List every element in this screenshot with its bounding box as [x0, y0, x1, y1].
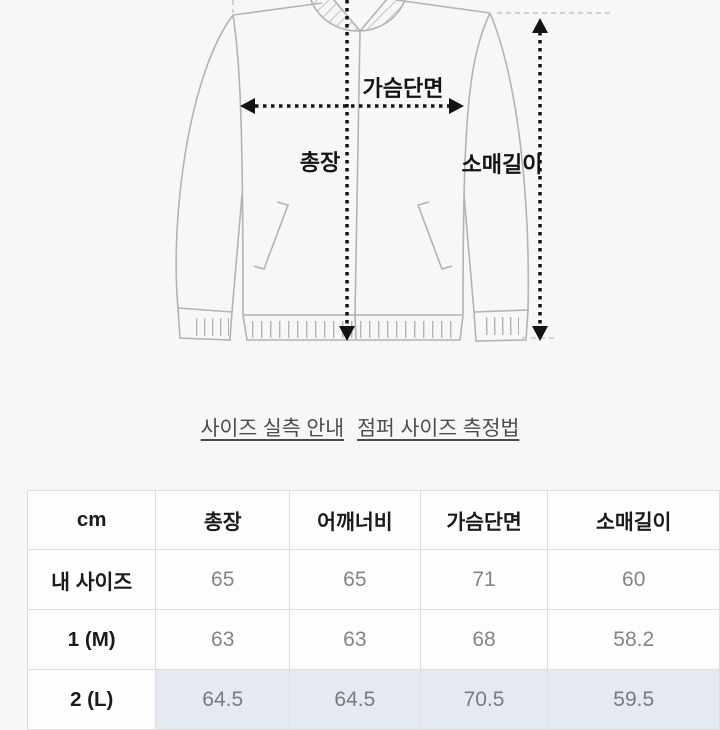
row-label-size-l: 2 (L) [26, 669, 157, 730]
sleeve-measure-arrow [532, 18, 548, 341]
jacket-outline [175, 0, 530, 342]
cell-value: 63 [289, 609, 421, 670]
size-table: cm 총장 어깨너비 가슴단면 소매길이 내 사이즈 65 65 71 60 1… [26, 490, 720, 730]
jumper-measure-method-link[interactable]: 점퍼 사이즈 측정법 [357, 417, 520, 440]
left-pocket-line [253, 201, 290, 270]
cell-value: 68 [419, 609, 549, 670]
row-label-my-size: 내 사이즈 [26, 549, 157, 610]
sleeve-measure-label: 소매길이 [462, 152, 543, 177]
cell-value: 65 [289, 549, 421, 610]
right-pocket-line [416, 201, 453, 270]
cell-value: 58.2 [547, 609, 720, 670]
size-guide-links: 사이즈 실측 안내 점퍼 사이즈 측정법 [0, 416, 720, 442]
size-measure-guide-link[interactable]: 사이즈 실측 안내 [200, 417, 345, 440]
table-row-size-l-highlighted: 2 (L) 64.5 64.5 70.5 59.5 [26, 669, 720, 730]
cell-value: 63 [155, 609, 291, 670]
cell-value: 64.5 [155, 669, 291, 730]
length-measure-label: 총장 [300, 150, 340, 175]
cell-value: 65 [155, 549, 291, 610]
cell-value: 70.5 [419, 669, 549, 730]
length-measure-arrow [339, 0, 355, 341]
collar-shape [310, 0, 406, 32]
cell-value: 59.5 [547, 669, 720, 730]
cell-value: 71 [419, 549, 549, 610]
col-header-unit: cm [26, 490, 157, 550]
col-header-sleeve-length: 소매길이 [547, 490, 720, 550]
table-row-my-size: 내 사이즈 65 65 71 60 [26, 549, 720, 610]
row-label-size-m: 1 (M) [26, 609, 157, 670]
cell-value: 64.5 [289, 669, 421, 730]
col-header-total-length: 총장 [155, 490, 291, 550]
cell-value: 60 [547, 549, 720, 610]
chest-measure-arrow [240, 98, 464, 114]
size-table-header-row: cm 총장 어깨너비 가슴단면 소매길이 [26, 490, 720, 550]
helper-dashed-lines [232, 0, 612, 339]
chest-measure-label: 가슴단면 [363, 76, 444, 101]
jacket-measurement-diagram: 가슴단면 총장 소매길이 [175, 0, 612, 342]
jacket-diagram-svg: 가슴단면 총장 소매길이 [175, 0, 612, 342]
col-header-shoulder-width: 어깨너비 [289, 490, 421, 550]
col-header-chest-width: 가슴단면 [419, 490, 549, 550]
ribbing-lines [196, 317, 519, 338]
table-row-size-m: 1 (M) 63 63 68 58.2 [26, 609, 720, 670]
